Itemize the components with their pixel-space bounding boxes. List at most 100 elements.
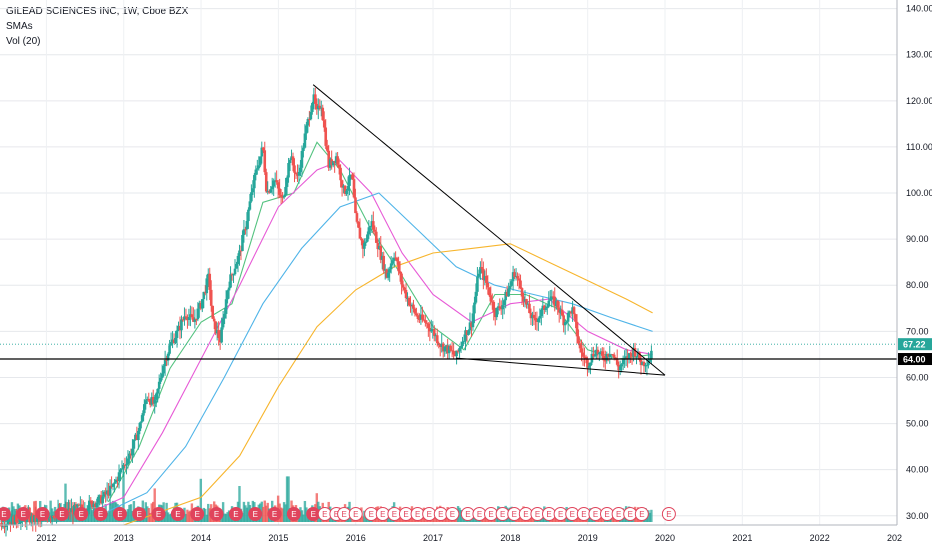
candle-body (184, 316, 188, 318)
candle-body (7, 521, 11, 524)
candle-body (322, 120, 326, 128)
candle-body (315, 103, 319, 110)
candle-body (193, 318, 197, 322)
candle-body (345, 190, 348, 194)
candle-body (621, 359, 625, 365)
candle-body (642, 361, 646, 367)
earnings-marker-label: E (311, 510, 316, 519)
candle-body (214, 321, 217, 334)
volume-bar (105, 512, 109, 522)
candle-body (374, 231, 378, 243)
candle-body (446, 345, 449, 354)
earnings-marker-label: E (570, 510, 575, 519)
candle-body (575, 321, 579, 337)
earnings-marker-label: E (477, 510, 482, 519)
candle-body (535, 320, 539, 322)
candle-body (592, 353, 595, 357)
candle-body (148, 400, 152, 405)
candle-body (495, 307, 499, 318)
candle-body (388, 269, 391, 273)
earnings-marker (35, 507, 50, 521)
candle-body (6, 523, 9, 525)
candle-body (328, 159, 332, 168)
candle-body (232, 274, 235, 276)
candle-body (175, 330, 179, 338)
candle-body (251, 188, 255, 193)
candle-body (131, 448, 134, 456)
candle-body (452, 351, 455, 355)
volume-bar (223, 513, 226, 522)
candle-body (473, 302, 476, 314)
candle-body (153, 399, 157, 404)
candle-body (485, 275, 488, 283)
candle-body (502, 300, 506, 306)
candle-body (419, 314, 423, 320)
candle-body (418, 318, 421, 320)
earnings-marker-label: E (427, 510, 432, 519)
candle-body (499, 308, 503, 310)
candle-body (279, 194, 283, 197)
candle-body (163, 359, 167, 367)
y-tick-label: 90.00 (906, 234, 929, 244)
candle-body (528, 303, 531, 314)
candle-body (291, 156, 295, 166)
volume-bar (184, 513, 188, 522)
candle-body (529, 313, 533, 319)
volume-bar (163, 511, 167, 522)
earnings-marker-label: E (415, 510, 420, 519)
candle-body (325, 145, 329, 151)
candle-body (348, 175, 351, 186)
candle-body (129, 453, 133, 456)
candle-body (422, 319, 426, 321)
candle-body (316, 105, 320, 110)
earnings-marker-label: E (334, 510, 339, 519)
candle-body (190, 314, 194, 318)
candle-body (398, 271, 402, 274)
sma_long-line (108, 192, 653, 512)
candle-body (489, 295, 493, 302)
candle-body (248, 201, 252, 210)
candle-body (534, 317, 537, 321)
volume-bar (262, 506, 265, 522)
candle-body (508, 285, 512, 289)
candle-body (125, 464, 128, 466)
earnings-marker-label: E (450, 510, 455, 519)
candle-body (308, 118, 311, 120)
earnings-marker-label: E (438, 510, 443, 519)
volume-bar (89, 501, 92, 522)
candle-body (143, 404, 146, 414)
x-tick-label: 2019 (578, 533, 598, 543)
candle-body (441, 343, 445, 352)
candle-body (156, 388, 159, 394)
candle-body (612, 354, 616, 358)
candle-body (9, 521, 12, 525)
candle-body (254, 169, 258, 175)
earnings-marker-label: E (546, 510, 551, 519)
candle-body (556, 300, 560, 308)
candle-body (593, 355, 597, 357)
candle-body (137, 430, 140, 441)
candle-body (68, 508, 72, 513)
earnings-marker-label: E (322, 510, 327, 519)
candle-body (559, 309, 562, 313)
y-tick-label: 140.00 (906, 4, 932, 14)
earnings-marker (286, 507, 301, 521)
candle-body (145, 399, 149, 401)
candle-body (501, 305, 504, 310)
candle-body (284, 186, 287, 196)
candle-body (235, 263, 238, 269)
candle-body (47, 518, 51, 520)
candle-body (80, 504, 84, 508)
earnings-marker (634, 507, 649, 521)
volume-bar (70, 511, 73, 522)
candle-body (126, 458, 130, 465)
candle-body (227, 287, 231, 291)
candle-body (370, 221, 374, 227)
candle-body (114, 479, 118, 483)
candle-body (340, 180, 344, 188)
x-tick-label: 2014 (191, 533, 211, 543)
volume-bar (247, 501, 250, 522)
candle-body (343, 185, 347, 194)
candle-body (233, 268, 237, 275)
